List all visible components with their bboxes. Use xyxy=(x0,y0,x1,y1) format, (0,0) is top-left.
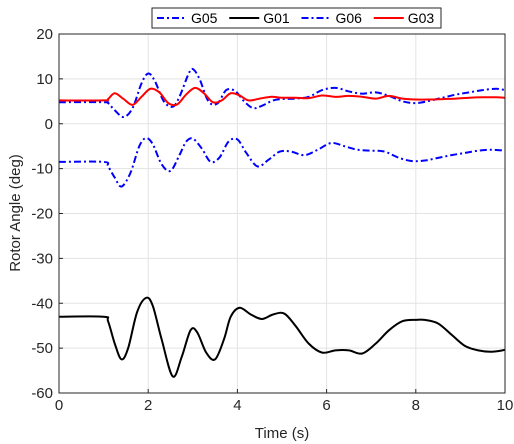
series-line-g03 xyxy=(59,86,505,107)
x-tick-label: 4 xyxy=(233,397,241,414)
y-tick-label: -50 xyxy=(31,340,53,357)
legend-box xyxy=(151,7,442,29)
legend: G05 G01 G06 G03 xyxy=(151,7,442,29)
y-tick-label: -20 xyxy=(31,206,53,223)
legend-label-g01: G01 xyxy=(263,10,290,26)
grid-lines xyxy=(59,34,505,393)
series-line-g06 xyxy=(59,137,505,188)
x-axis-title: Time (s) xyxy=(255,425,309,442)
legend-label-g06: G06 xyxy=(336,10,363,26)
y-tick-label: 0 xyxy=(45,116,53,133)
series-line-g01 xyxy=(59,296,505,378)
y-tick-label: -60 xyxy=(31,385,53,402)
y-tick-label: 20 xyxy=(36,26,53,43)
axis-ticks: 0 2 4 6 8 10 -60 -50 -40 -30 -20 -10 0 10 20 xyxy=(31,26,513,414)
y-tick-label: -10 xyxy=(31,161,53,178)
series-lines xyxy=(59,67,505,378)
series-line-g05 xyxy=(59,67,505,119)
legend-label-g03: G03 xyxy=(408,10,435,26)
y-axis-title: Rotor Angle (deg) xyxy=(7,154,24,272)
y-tick-label: -30 xyxy=(31,250,53,267)
x-tick-label: 6 xyxy=(322,397,330,414)
x-tick-label: 2 xyxy=(144,397,152,414)
x-tick-label: 0 xyxy=(55,397,63,414)
y-tick-label: 10 xyxy=(36,71,53,88)
y-tick-label: -40 xyxy=(31,295,53,312)
x-tick-label: 8 xyxy=(412,397,420,414)
x-tick-label: 10 xyxy=(497,397,514,414)
legend-label-g05: G05 xyxy=(191,10,218,26)
